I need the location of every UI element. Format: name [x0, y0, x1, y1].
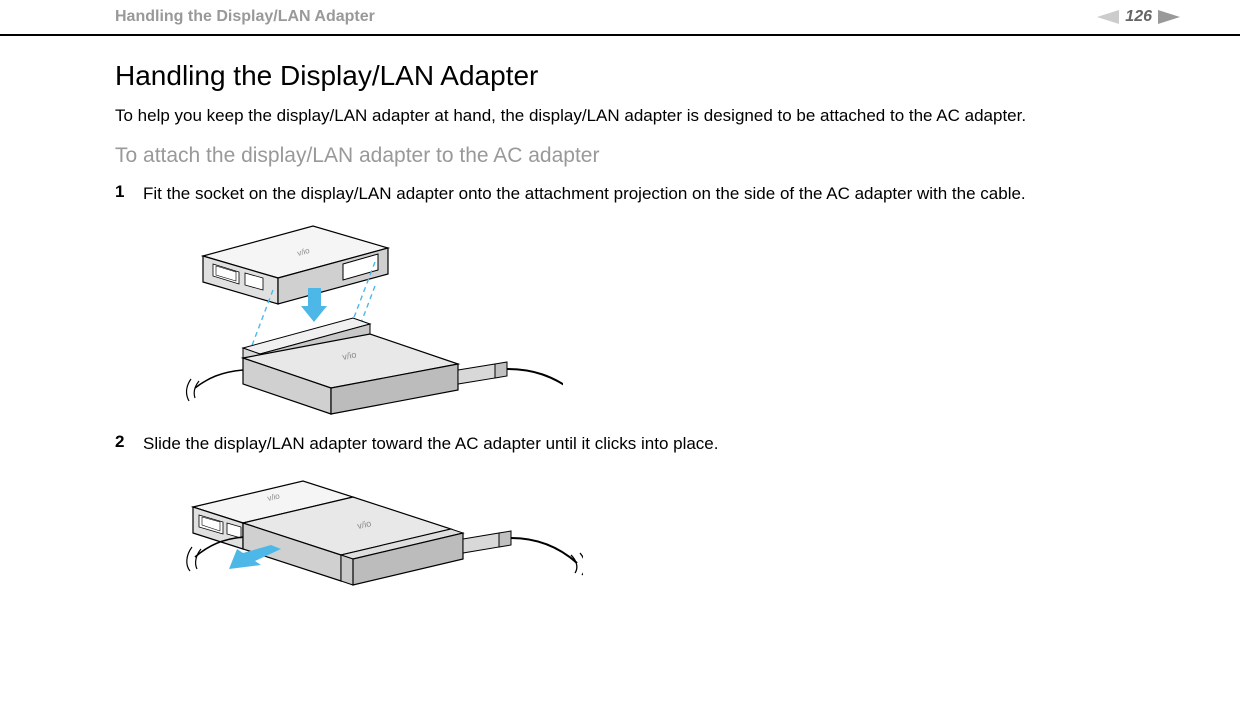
- subheading: To attach the display/LAN adapter to the…: [115, 144, 1125, 168]
- figure-2: v/io v/io: [143, 465, 1125, 635]
- page-content: Handling the Display/LAN Adapter To help…: [0, 36, 1240, 635]
- breadcrumb: Handling the Display/LAN Adapter: [115, 8, 375, 26]
- step-number: 1: [115, 182, 143, 202]
- page-header: Handling the Display/LAN Adapter 126: [0, 0, 1240, 36]
- page-nav: 126: [1097, 8, 1180, 26]
- page-title: Handling the Display/LAN Adapter: [115, 60, 1125, 92]
- figure-1: v/io v/io: [143, 216, 1125, 416]
- step-row: 1 Fit the socket on the display/LAN adap…: [115, 182, 1125, 206]
- step-text: Slide the display/LAN adapter toward the…: [143, 432, 719, 456]
- step-text: Fit the socket on the display/LAN adapte…: [143, 182, 1026, 206]
- step-number: 2: [115, 432, 143, 452]
- intro-text: To help you keep the display/LAN adapter…: [115, 104, 1125, 128]
- step-row: 2 Slide the display/LAN adapter toward t…: [115, 432, 1125, 456]
- nav-next-icon[interactable]: [1158, 10, 1180, 24]
- page-number: 126: [1125, 8, 1152, 26]
- nav-prev-icon[interactable]: [1097, 10, 1119, 24]
